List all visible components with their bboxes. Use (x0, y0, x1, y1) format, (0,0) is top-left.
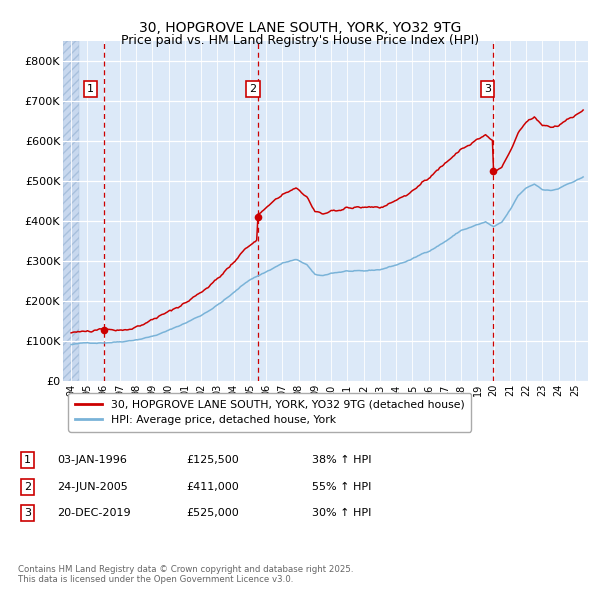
Text: 3: 3 (24, 509, 31, 518)
Text: 1: 1 (87, 84, 94, 94)
Text: £125,500: £125,500 (186, 455, 239, 465)
Text: 2: 2 (250, 84, 257, 94)
Text: 38% ↑ HPI: 38% ↑ HPI (312, 455, 371, 465)
Text: 1: 1 (24, 455, 31, 465)
Text: Price paid vs. HM Land Registry's House Price Index (HPI): Price paid vs. HM Land Registry's House … (121, 34, 479, 47)
Text: £525,000: £525,000 (186, 509, 239, 518)
Legend: 30, HOPGROVE LANE SOUTH, YORK, YO32 9TG (detached house), HPI: Average price, de: 30, HOPGROVE LANE SOUTH, YORK, YO32 9TG … (68, 393, 471, 432)
Text: 20-DEC-2019: 20-DEC-2019 (57, 509, 131, 518)
Text: 03-JAN-1996: 03-JAN-1996 (57, 455, 127, 465)
Text: 3: 3 (484, 84, 491, 94)
Text: Contains HM Land Registry data © Crown copyright and database right 2025.
This d: Contains HM Land Registry data © Crown c… (18, 565, 353, 584)
Text: 24-JUN-2005: 24-JUN-2005 (57, 482, 128, 491)
Text: 2: 2 (24, 482, 31, 491)
Text: 30, HOPGROVE LANE SOUTH, YORK, YO32 9TG: 30, HOPGROVE LANE SOUTH, YORK, YO32 9TG (139, 21, 461, 35)
Text: £411,000: £411,000 (186, 482, 239, 491)
Text: 55% ↑ HPI: 55% ↑ HPI (312, 482, 371, 491)
Text: 30% ↑ HPI: 30% ↑ HPI (312, 509, 371, 518)
